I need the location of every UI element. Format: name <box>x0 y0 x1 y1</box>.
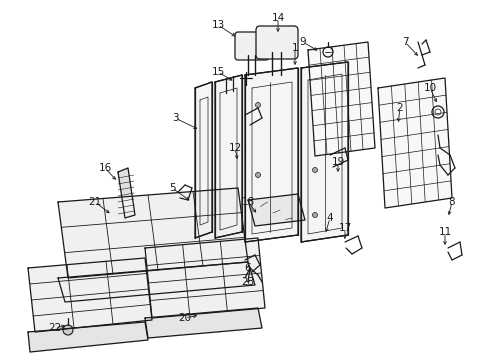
Circle shape <box>63 325 73 335</box>
Text: 17: 17 <box>338 223 351 233</box>
Text: 3: 3 <box>171 113 178 123</box>
Polygon shape <box>244 68 297 242</box>
Polygon shape <box>118 168 135 218</box>
Polygon shape <box>28 258 152 332</box>
Circle shape <box>255 172 260 177</box>
Polygon shape <box>377 78 451 208</box>
FancyBboxPatch shape <box>235 32 268 60</box>
Text: 16: 16 <box>98 163 111 173</box>
Polygon shape <box>195 82 212 238</box>
Polygon shape <box>145 308 262 338</box>
Text: 13: 13 <box>211 20 224 30</box>
Text: 2: 2 <box>396 103 403 113</box>
Polygon shape <box>58 188 247 278</box>
FancyBboxPatch shape <box>256 26 297 59</box>
Text: 5: 5 <box>168 183 175 193</box>
Circle shape <box>255 212 260 217</box>
Polygon shape <box>301 62 347 242</box>
Text: 7: 7 <box>401 37 407 47</box>
Text: 6: 6 <box>244 263 251 273</box>
Text: 12: 12 <box>228 143 241 153</box>
Text: 23: 23 <box>241 277 254 287</box>
Polygon shape <box>28 322 148 352</box>
Text: 21: 21 <box>88 197 102 207</box>
Text: 8: 8 <box>448 197 454 207</box>
Circle shape <box>312 98 317 103</box>
Circle shape <box>312 167 317 172</box>
Text: 11: 11 <box>437 227 451 237</box>
Text: 9: 9 <box>299 37 305 47</box>
Text: 15: 15 <box>211 67 224 77</box>
Text: 10: 10 <box>423 83 436 93</box>
Circle shape <box>312 212 317 217</box>
Text: 4: 4 <box>326 213 333 223</box>
Polygon shape <box>145 238 264 318</box>
Text: 1: 1 <box>291 43 298 53</box>
Text: 22: 22 <box>48 323 61 333</box>
Text: 19: 19 <box>331 157 344 167</box>
Circle shape <box>255 103 260 108</box>
Polygon shape <box>307 42 374 156</box>
Polygon shape <box>247 194 305 226</box>
Polygon shape <box>215 75 242 238</box>
Text: 18: 18 <box>241 197 254 207</box>
Polygon shape <box>58 262 254 302</box>
Text: 14: 14 <box>271 13 284 23</box>
Text: 20: 20 <box>178 313 191 323</box>
